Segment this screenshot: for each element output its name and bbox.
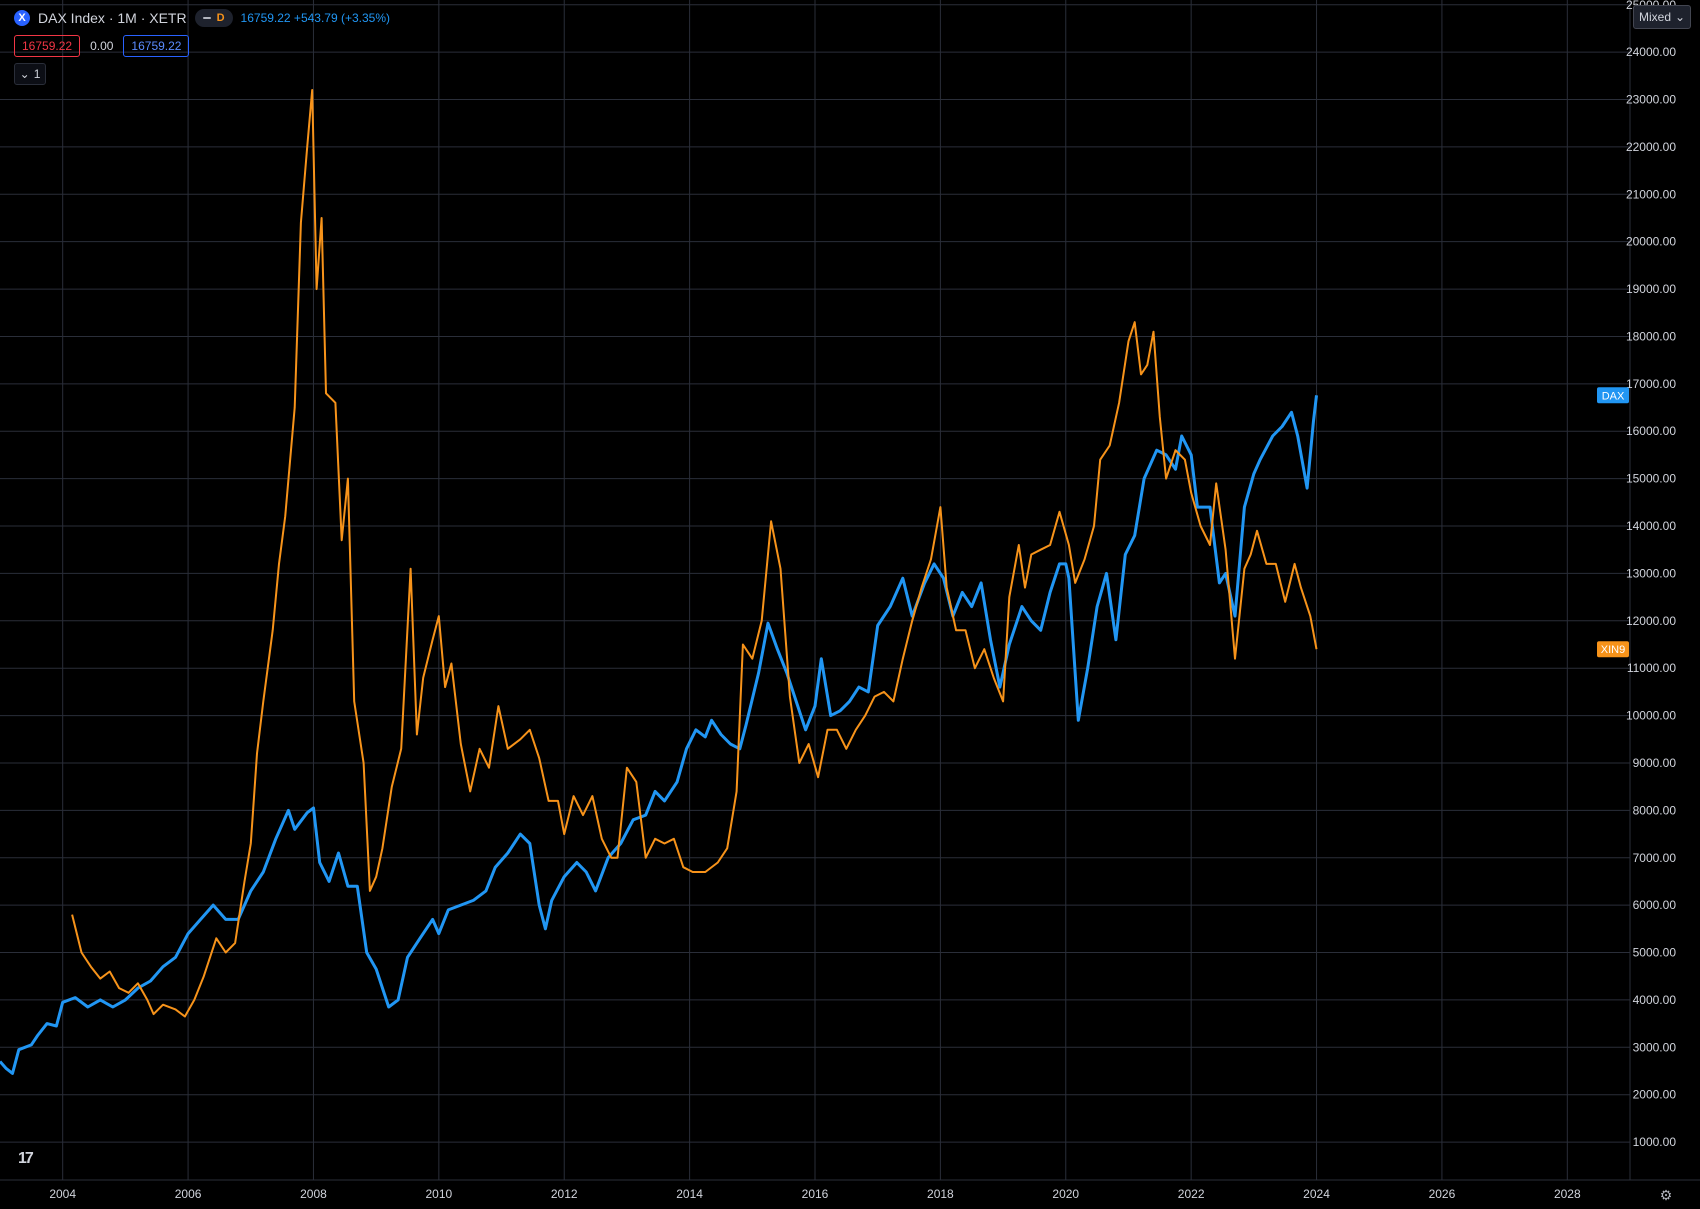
indicator-count: 1	[33, 67, 41, 81]
y-tick-label: 3000.00	[1633, 1040, 1677, 1054]
x-tick-label: 2004	[49, 1187, 76, 1201]
y-tick-label: 8000.00	[1633, 803, 1677, 817]
tradingview-logo-icon[interactable]: 17	[18, 1150, 34, 1167]
scale-mode-select[interactable]: Mixed ⌄	[1633, 5, 1691, 29]
scale-mode-label: Mixed	[1639, 10, 1672, 24]
x-tick-label: 2010	[425, 1187, 452, 1201]
y-tick-label: 17000.00	[1626, 377, 1676, 391]
spread-value: 0.00	[90, 39, 114, 53]
x-tick-label: 2022	[1178, 1187, 1205, 1201]
x-tick-label: 2018	[927, 1187, 954, 1201]
x-tick-label: 2024	[1303, 1187, 1330, 1201]
y-tick-label: 14000.00	[1626, 519, 1676, 533]
y-tick-label: 11000.00	[1627, 661, 1676, 675]
grid-lines	[0, 0, 1630, 1180]
x-tick-label: 2014	[676, 1187, 703, 1201]
y-tick-label: 2000.00	[1633, 1088, 1677, 1102]
end-label-text: DAX	[1602, 390, 1625, 402]
y-tick-label: 23000.00	[1626, 93, 1676, 107]
x-tick-label: 2016	[802, 1187, 829, 1201]
series-line-dax[interactable]	[0, 395, 1318, 1075]
symbol-logo-icon[interactable]: X	[14, 10, 30, 26]
series-layer	[0, 89, 1318, 1075]
chevron-down-icon: ⌄	[19, 67, 30, 81]
chart-header: X DAX Index · 1M · XETR D 16759.22 +543.…	[14, 8, 390, 28]
x-tick-label: 2028	[1554, 1187, 1581, 1201]
y-tick-label: 21000.00	[1626, 187, 1676, 201]
time-axis[interactable]: 2004 2006 2008 2010 2012 2014 2016 2018 2020 2022…	[49, 1187, 1581, 1201]
y-tick-label: 12000.00	[1626, 614, 1676, 628]
y-tick-label: 6000.00	[1633, 898, 1677, 912]
interval-pill[interactable]: D	[194, 9, 233, 27]
series-end-labels: DAX XIN9	[1597, 387, 1629, 658]
gear-icon[interactable]: ⚙	[1659, 1187, 1673, 1203]
bid-value[interactable]: 16759.22	[14, 35, 81, 57]
x-tick-label: 2026	[1429, 1187, 1456, 1201]
y-tick-label: 19000.00	[1626, 282, 1676, 296]
dash-icon	[202, 17, 211, 19]
y-tick-label: 1000.00	[1633, 1135, 1677, 1149]
end-label-xin9: XIN9	[1597, 641, 1629, 658]
x-tick-label: 2006	[175, 1187, 202, 1201]
interval-label: D	[216, 12, 225, 24]
ask-value[interactable]: 16759.22	[123, 35, 190, 57]
series-line-xin9[interactable]	[71, 89, 1318, 1018]
x-tick-label: 2020	[1052, 1187, 1079, 1201]
end-label-box	[1597, 641, 1629, 658]
x-tick-label: 2012	[551, 1187, 578, 1201]
indicators-collapse-button[interactable]: ⌄ 1	[14, 63, 46, 85]
end-label-box	[1597, 387, 1629, 404]
y-tick-label: 5000.00	[1633, 946, 1677, 960]
end-label-text: XIN9	[1601, 644, 1625, 656]
x-tick-label: 2008	[300, 1187, 327, 1201]
y-tick-label: 13000.00	[1626, 566, 1676, 580]
y-tick-label: 9000.00	[1633, 756, 1677, 770]
y-tick-label: 15000.00	[1626, 472, 1676, 486]
y-tick-label: 16000.00	[1626, 424, 1676, 438]
y-tick-label: 20000.00	[1626, 235, 1676, 249]
y-tick-label: 4000.00	[1633, 993, 1677, 1007]
y-tick-label: 18000.00	[1626, 329, 1676, 343]
y-tick-label: 10000.00	[1626, 709, 1676, 723]
price-axis[interactable]: 1000.00 2000.00 3000.00 4000.00 5000.00 6000.…	[1626, 0, 1676, 1149]
end-label-dax: DAX	[1597, 387, 1629, 404]
chevron-down-icon: ⌄	[1674, 10, 1685, 24]
price-change: 16759.22 +543.79 (+3.35%)	[240, 11, 391, 25]
y-tick-label: 24000.00	[1626, 45, 1676, 59]
y-tick-label: 22000.00	[1626, 140, 1676, 154]
value-boxes: 16759.22 0.00 16759.22	[14, 35, 190, 57]
symbol-title[interactable]: DAX Index · 1M · XETR	[38, 10, 187, 26]
y-tick-label: 7000.00	[1633, 851, 1677, 865]
